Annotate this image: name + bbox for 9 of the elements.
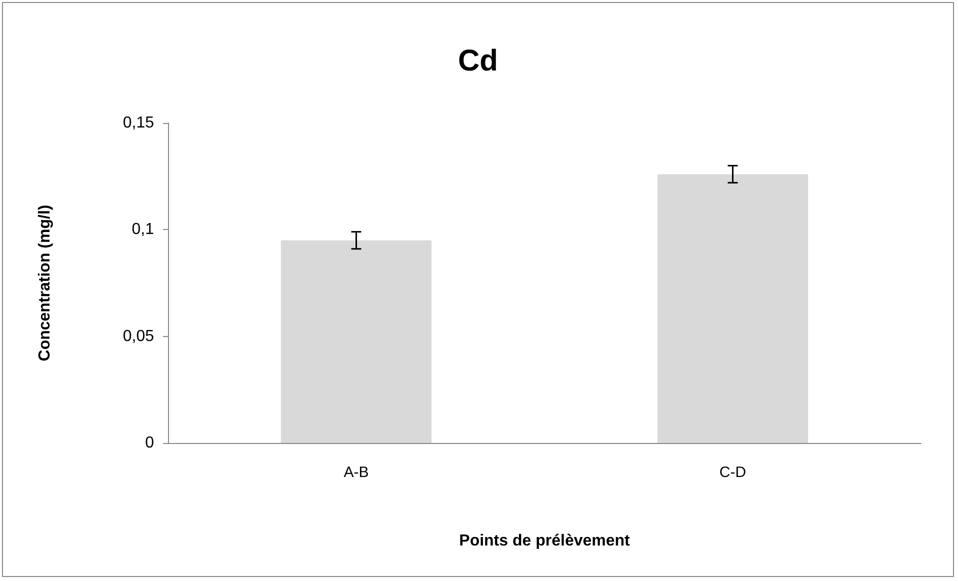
- y-tick-label: 0,05: [122, 328, 154, 345]
- y-tick-label: 0,1: [132, 221, 154, 238]
- x-tick-label: A-B: [344, 464, 369, 481]
- y-tick-label: 0: [145, 434, 154, 452]
- x-axis-title: Points de prélèvement: [459, 532, 631, 550]
- chart-title: Cd: [458, 44, 498, 78]
- y-tick-label: 0,15: [122, 114, 154, 132]
- x-tick-label: C-D: [719, 464, 746, 481]
- y-axis-title: Concentration (mg/l): [36, 204, 54, 362]
